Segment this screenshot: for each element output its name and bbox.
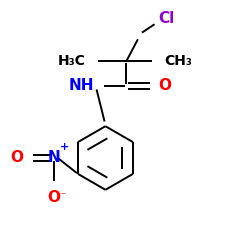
Text: O: O <box>10 150 24 166</box>
Text: ⁻: ⁻ <box>60 190 66 203</box>
Text: N: N <box>48 150 60 166</box>
Text: H₃C: H₃C <box>58 54 86 68</box>
Text: +: + <box>60 142 69 152</box>
Text: O: O <box>158 78 171 94</box>
Text: Cl: Cl <box>158 11 174 26</box>
Text: O: O <box>48 190 60 205</box>
Text: CH₃: CH₃ <box>164 54 192 68</box>
Text: NH: NH <box>69 78 94 94</box>
